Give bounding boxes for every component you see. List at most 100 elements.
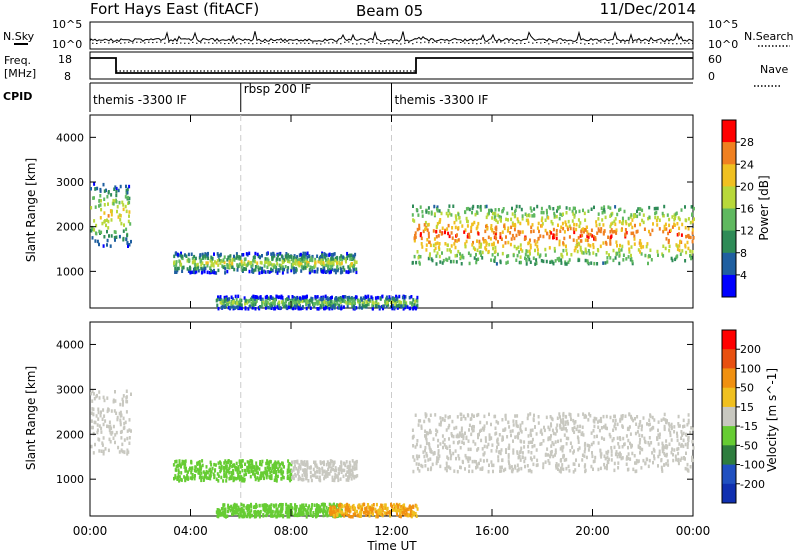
- data-cell: [264, 260, 267, 264]
- data-cell: [381, 508, 384, 513]
- data-cell: [241, 464, 243, 468]
- data-cell: [562, 212, 564, 216]
- data-cell: [666, 459, 669, 463]
- data-cell: [381, 506, 384, 510]
- data-cell: [402, 303, 405, 307]
- data-cell: [331, 257, 334, 262]
- data-cell: [632, 215, 635, 219]
- data-cell: [508, 465, 511, 470]
- data-cell: [386, 506, 389, 511]
- data-cell: [458, 457, 461, 461]
- data-cell: [560, 258, 563, 262]
- data-cell: [515, 420, 518, 424]
- data-cell: [263, 506, 266, 510]
- data-cell: [412, 307, 415, 311]
- data-cell: [274, 464, 277, 469]
- data-cell: [307, 303, 310, 308]
- data-cell: [622, 218, 624, 223]
- data-cell: [224, 474, 227, 478]
- data-cell: [247, 307, 250, 311]
- data-cell: [494, 233, 497, 237]
- data-cell: [254, 510, 257, 515]
- data-cell: [320, 502, 323, 507]
- data-cell: [578, 446, 581, 450]
- data-cell: [576, 249, 579, 254]
- data-cell: [274, 476, 277, 480]
- data-cell: [566, 252, 568, 256]
- data-cell: [552, 236, 554, 240]
- data-cell: [396, 508, 399, 513]
- data-cell: [112, 198, 115, 203]
- data-cell: [461, 440, 464, 444]
- data-cell: [314, 257, 317, 262]
- data-cell: [573, 462, 576, 466]
- data-cell: [187, 252, 190, 257]
- data-cell: [229, 508, 232, 513]
- data-cell: [334, 259, 337, 263]
- data-cell: [243, 473, 246, 477]
- data-cell: [346, 502, 349, 507]
- data-cell: [91, 425, 94, 430]
- data-cell: [306, 465, 309, 470]
- data-cell: [364, 507, 367, 511]
- data-cell: [524, 252, 527, 257]
- data-cell: [590, 464, 593, 469]
- data-cell: [434, 413, 437, 417]
- data-cell: [94, 420, 97, 425]
- data-cell: [439, 260, 442, 264]
- data-cell: [224, 267, 227, 271]
- data-cell: [109, 440, 112, 444]
- data-cell: [666, 444, 669, 449]
- data-cell: [504, 414, 507, 418]
- data-cell: [200, 475, 203, 480]
- data-cell: [325, 253, 328, 258]
- data-cell: [478, 461, 480, 466]
- data-cell: [665, 227, 668, 231]
- data-cell: [543, 425, 545, 430]
- data-cell: [281, 296, 284, 300]
- data-cell: [677, 232, 680, 236]
- data-cell: [332, 303, 335, 308]
- data-cell: [254, 307, 257, 311]
- data-cell: [110, 409, 113, 413]
- data-cell: [90, 444, 93, 449]
- data-cell: [568, 469, 571, 473]
- data-cell: [276, 271, 279, 275]
- data-cell: [311, 269, 314, 273]
- data-cell: [509, 242, 512, 247]
- data-cell: [354, 466, 357, 471]
- data-cell: [519, 423, 522, 427]
- data-cell: [292, 476, 295, 481]
- data-cell: [388, 295, 391, 299]
- data-cell: [669, 430, 672, 435]
- data-cell: [258, 271, 261, 275]
- data-cell: [539, 442, 542, 446]
- data-cell: [578, 224, 581, 229]
- data-cell: [208, 468, 211, 473]
- data-cell: [193, 254, 196, 259]
- data-cell: [98, 204, 100, 208]
- data-cell: [341, 299, 344, 303]
- data-cell: [278, 263, 281, 267]
- data-cell: [409, 513, 412, 518]
- data-cell: [323, 263, 326, 268]
- data-cell: [512, 223, 515, 227]
- data-cell: [261, 459, 264, 464]
- data-cell: [331, 475, 334, 480]
- data-cell: [363, 297, 366, 301]
- data-cell: [305, 509, 308, 514]
- data-cell: [685, 234, 688, 239]
- data-cell: [306, 299, 309, 304]
- data-cell: [126, 187, 129, 192]
- data-cell: [322, 510, 324, 514]
- data-cell: [248, 470, 251, 474]
- data-cell: [300, 460, 303, 464]
- data-cell: [497, 421, 500, 425]
- data-cell: [487, 469, 490, 474]
- data-cell: [657, 253, 659, 257]
- data-cell: [497, 442, 500, 446]
- data-cell: [309, 258, 312, 262]
- data-cell: [507, 455, 510, 459]
- data-cell: [114, 238, 116, 242]
- data-cell: [191, 466, 194, 470]
